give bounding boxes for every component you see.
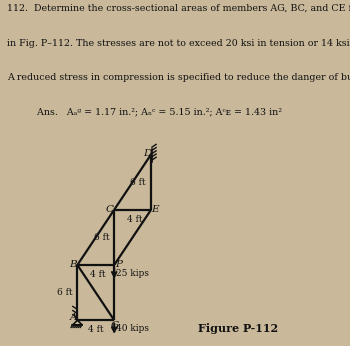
Text: Ans.   Aₐᵍ = 1.17 in.²; Aₙᶜ = 5.15 in.²; Aᶜᴇ = 1.43 in²: Ans. Aₐᵍ = 1.17 in.²; Aₙᶜ = 5.15 in.²; A… [7,108,282,117]
Text: E: E [151,205,159,214]
Text: P: P [115,261,122,270]
Text: 6 ft: 6 ft [93,233,109,242]
Text: 112.  Determine the cross-sectional areas of members AG, BC, and CE for the trus: 112. Determine the cross-sectional areas… [7,4,350,13]
Text: G: G [111,321,119,330]
Text: 25 kips: 25 kips [116,269,149,278]
Text: 4 ft: 4 ft [88,325,104,334]
Text: 40 kips: 40 kips [116,324,149,333]
Text: 6 ft: 6 ft [130,177,146,186]
Text: Figure P-112: Figure P-112 [198,323,278,334]
Text: D: D [143,149,151,158]
Text: B: B [69,261,77,270]
Text: A reduced stress in compression is specified to reduce the danger of buckling.: A reduced stress in compression is speci… [7,73,350,82]
Text: 4 ft: 4 ft [90,270,105,279]
Text: A: A [70,313,77,322]
Text: C: C [106,205,114,214]
Text: in Fig. P–112. The stresses are not to exceed 20 ksi in tension or 14 ksi in com: in Fig. P–112. The stresses are not to e… [7,39,350,48]
Text: 4 ft: 4 ft [127,215,142,224]
Text: 6 ft: 6 ft [57,288,72,297]
